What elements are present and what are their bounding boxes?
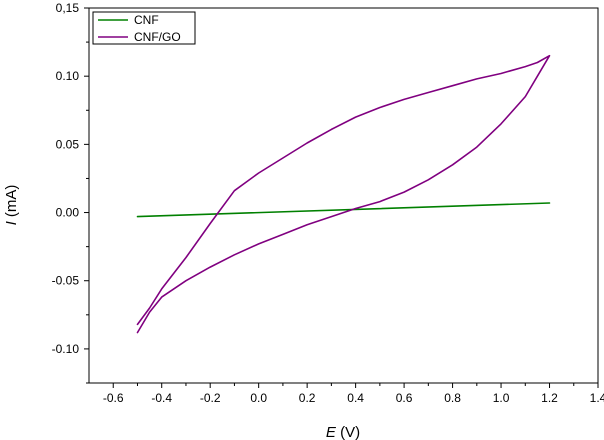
- x-tick-label: 0.8: [444, 391, 461, 405]
- legend-box: [92, 11, 196, 45]
- x-tick-label: -0.4: [151, 391, 172, 405]
- y-tick-label: 0,15: [56, 1, 80, 15]
- x-tick-label: 0.2: [299, 391, 316, 405]
- x-tick-label: 0.0: [250, 391, 267, 405]
- x-axis-title-symbol: E: [326, 424, 337, 440]
- x-axis-title-unit: (V): [340, 424, 360, 440]
- x-tick-label: 0.6: [396, 391, 413, 405]
- x-axis-title: E (V): [326, 424, 360, 440]
- x-tick-label: 1.0: [493, 391, 510, 405]
- legend-label-cnf-go: CNF/GO: [134, 30, 181, 44]
- y-tick-label: -0.05: [52, 274, 80, 288]
- y-tick-label: 0.05: [56, 137, 80, 151]
- series-line-cnf-go: [136, 54, 551, 334]
- legend-label-cnf: CNF: [134, 13, 159, 27]
- x-tick-label: -0.2: [200, 391, 221, 405]
- y-axis-title: I (mA): [3, 185, 20, 226]
- y-axis-title-unit: (mA): [3, 185, 20, 218]
- series-layer: [136, 54, 551, 334]
- y-tick-label: -0.10: [52, 342, 80, 356]
- x-tick-label: -0.6: [103, 391, 124, 405]
- plot-frame: [88, 7, 599, 384]
- y-tick-label: 0.10: [56, 69, 80, 83]
- x-tick-label: 0.4: [347, 391, 364, 405]
- legend: CNF CNF/GO: [92, 11, 196, 45]
- x-tick-label: 1.2: [541, 391, 558, 405]
- series-line-cnf: [136, 202, 551, 218]
- y-axis-ticks: -0.10 -0.05 0.00 0.05 0.10 0,15: [52, 1, 89, 384]
- y-tick-label: 0.00: [56, 206, 80, 220]
- x-tick-label: 1.4: [590, 391, 604, 405]
- y-axis-title-symbol: I: [3, 221, 20, 225]
- x-axis-ticks: -0.6 -0.4 -0.2 0.0 0.2 0.4 0.6 0.8 1.0 1.2 1.4: [103, 383, 604, 405]
